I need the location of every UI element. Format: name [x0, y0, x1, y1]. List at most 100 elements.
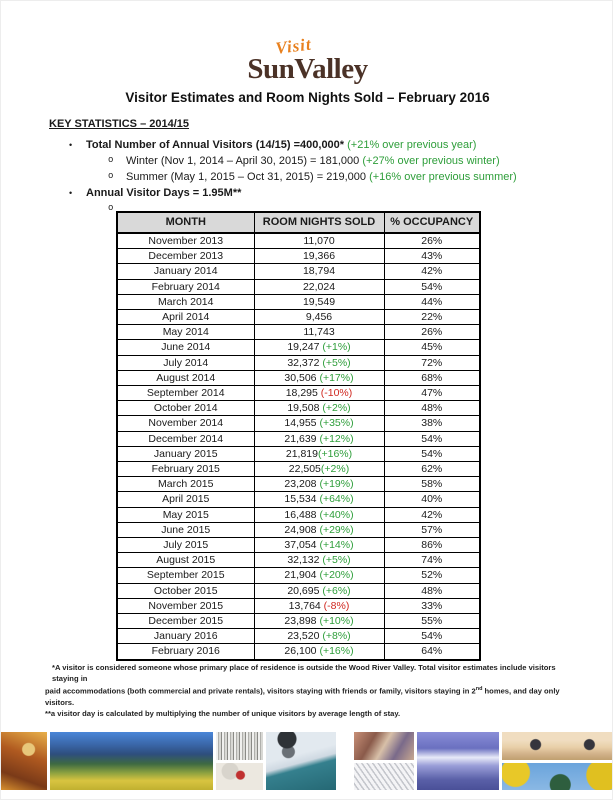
cell-month: August 2014: [116, 369, 255, 387]
winter-change: (+27% over previous winter): [362, 155, 500, 167]
total-visitors-text: Total Number of Annual Visitors (14/15) …: [86, 139, 345, 151]
cell-change-percent: (+2%): [319, 402, 351, 415]
cell-occupancy: 26%: [383, 324, 481, 341]
cell-room-nights: 21,639 (+12%): [253, 430, 385, 447]
cell-room-nights: 9,456: [253, 309, 385, 326]
cell-occupancy: 38%: [383, 415, 481, 432]
cell-occupancy: 52%: [383, 567, 481, 584]
cell-occupancy: 33%: [383, 597, 481, 615]
page-title: Visitor Estimates and Room Nights Sold –…: [125, 90, 490, 105]
table-row: February 2014 22,024 54%: [116, 278, 481, 295]
cell-month: August 2015: [116, 552, 255, 569]
cell-change-percent: (+16%): [317, 447, 353, 460]
key-statistics-heading: KEY STATISTICS – 2014/15: [49, 118, 190, 130]
cell-room-nights: 20,695 (+6%): [253, 582, 385, 599]
header-room-nights: ROOM NIGHTS SOLD: [253, 211, 385, 234]
table-row: December 2014 21,639 (+12%) 54%: [116, 430, 481, 447]
table-row: April 2015 15,534 (+64%) 40%: [116, 491, 481, 508]
cell-change-percent: (+20%): [316, 569, 354, 582]
cell-month: September 2014: [116, 385, 255, 402]
photo-aspen-trees: [216, 732, 263, 760]
cell-month: May 2015: [116, 506, 255, 523]
cell-month: January 2014: [116, 263, 255, 280]
cell-occupancy: 22%: [383, 309, 481, 326]
cell-room-nights: 23,898 (+10%): [253, 613, 385, 630]
superscript-nd: nd: [475, 686, 483, 692]
photo-column-gondola: [354, 732, 414, 790]
table-row: August 2014 30,506 (+17%) 68%: [116, 369, 481, 387]
cell-change-percent: (+64%): [316, 493, 354, 506]
photo-ice-skaters-sunset: [502, 732, 612, 760]
cell-room-nights: 23,520 (+8%): [253, 628, 385, 645]
cell-month: December 2015: [116, 613, 255, 630]
table-row: December 2013 19,366 43%: [116, 248, 481, 265]
key-statistics-section: KEY STATISTICS – 2014/15 • Total Number …: [49, 118, 569, 213]
cell-change-percent: (+16%): [316, 645, 354, 658]
total-visitors-change: (+21% over previous year): [347, 139, 477, 151]
photo-autumn-foliage: [502, 762, 612, 790]
cell-occupancy: 68%: [383, 369, 481, 387]
cell-room-nights: 19,508 (+2%): [253, 400, 385, 417]
summer-change: (+16% over previous summer): [369, 171, 517, 183]
cell-change-percent: (+29%): [316, 523, 354, 536]
footnote-line-2: paid accommodations (both commercial and…: [45, 686, 560, 707]
cell-occupancy: 55%: [383, 613, 481, 630]
cell-occupancy: 26%: [383, 232, 481, 250]
cell-room-nights: 26,100 (+16%): [253, 643, 385, 661]
table-row: May 2015 16,488 (+40%) 42%: [116, 506, 481, 523]
cell-month: April 2014: [116, 309, 255, 326]
cell-month: March 2015: [116, 476, 255, 493]
cell-change-percent: (+35%): [316, 417, 354, 430]
cell-occupancy: 45%: [383, 339, 481, 356]
cell-occupancy: 72%: [383, 354, 481, 371]
table-row: March 2014 19,549 44%: [116, 293, 481, 311]
cell-month: June 2015: [116, 521, 255, 539]
cell-change-percent: (+17%): [316, 371, 354, 384]
cell-room-nights: 15,534 (+64%): [253, 491, 385, 508]
cell-occupancy: 64%: [383, 643, 481, 661]
table-row: June 2014 19,247 (+1%) 45%: [116, 339, 481, 356]
cell-change-percent: (-8%): [320, 599, 350, 612]
cell-occupancy: 42%: [383, 263, 481, 280]
logo-brand-text: SunValley: [247, 53, 368, 85]
cell-occupancy: 48%: [383, 400, 481, 417]
bullet-winter: o Winter (Nov 1, 2014 – April 30, 2015) …: [49, 153, 569, 169]
table-row: March 2015 23,208 (+19%) 58%: [116, 476, 481, 493]
cell-occupancy: 54%: [383, 278, 481, 295]
cell-room-nights: 32,372 (+5%): [253, 354, 385, 371]
photo-column-aspen: [216, 732, 263, 790]
cell-occupancy: 42%: [383, 506, 481, 523]
cell-occupancy: 44%: [383, 293, 481, 311]
cell-month: February 2015: [116, 461, 255, 478]
sub-bullet-icon: o: [108, 171, 114, 181]
cell-change-percent: (+2%): [320, 463, 350, 476]
table-row: September 2015 21,904 (+20%) 52%: [116, 567, 481, 584]
cell-occupancy: 54%: [383, 628, 481, 645]
cell-room-nights: 37,054 (+14%): [253, 537, 385, 554]
table-row: November 2014 14,955 (+35%) 38%: [116, 415, 481, 432]
table-row: May 2014 11,743 26%: [116, 324, 481, 341]
cell-month: January 2016: [116, 628, 255, 645]
cell-change-percent: (+5%): [319, 356, 351, 369]
cell-change-percent: (+8%): [319, 630, 351, 643]
cell-change-percent: (+6%): [319, 584, 351, 597]
cell-occupancy: 54%: [383, 430, 481, 447]
cell-month: October 2015: [116, 582, 255, 599]
bullet-total-visitors: • Total Number of Annual Visitors (14/15…: [49, 137, 569, 153]
cell-change-percent: (-10%): [317, 387, 353, 400]
footnote-line-3: **a visitor day is calculated by multipl…: [45, 708, 401, 718]
photo-wildflower-mountain: [50, 732, 213, 790]
table-row: February 2016 26,100 (+16%) 64%: [116, 643, 481, 661]
cell-month: May 2014: [116, 324, 255, 341]
cell-room-nights: 23,208 (+19%): [253, 476, 385, 493]
room-nights-table: MONTH ROOM NIGHTS SOLD % OCCUPANCY Novem…: [116, 211, 481, 661]
table-header-row: MONTH ROOM NIGHTS SOLD % OCCUPANCY: [116, 211, 481, 234]
cell-change-percent: (+5%): [319, 554, 351, 567]
cell-room-nights: 21,819(+16%): [253, 445, 385, 463]
sun-valley-logo: Visit SunValley: [1, 35, 612, 85]
table-row: January 2014 18,794 42%: [116, 263, 481, 280]
cell-month: December 2014: [116, 430, 255, 447]
table-row: January 2016 23,520 (+8%) 54%: [116, 628, 481, 645]
cell-occupancy: 48%: [383, 582, 481, 599]
